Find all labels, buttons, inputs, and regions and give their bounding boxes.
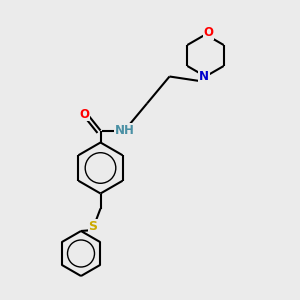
Text: N: N xyxy=(199,70,209,83)
Text: NH: NH xyxy=(115,124,134,137)
Text: O: O xyxy=(203,26,214,40)
Text: S: S xyxy=(88,220,98,233)
Text: O: O xyxy=(79,107,89,121)
